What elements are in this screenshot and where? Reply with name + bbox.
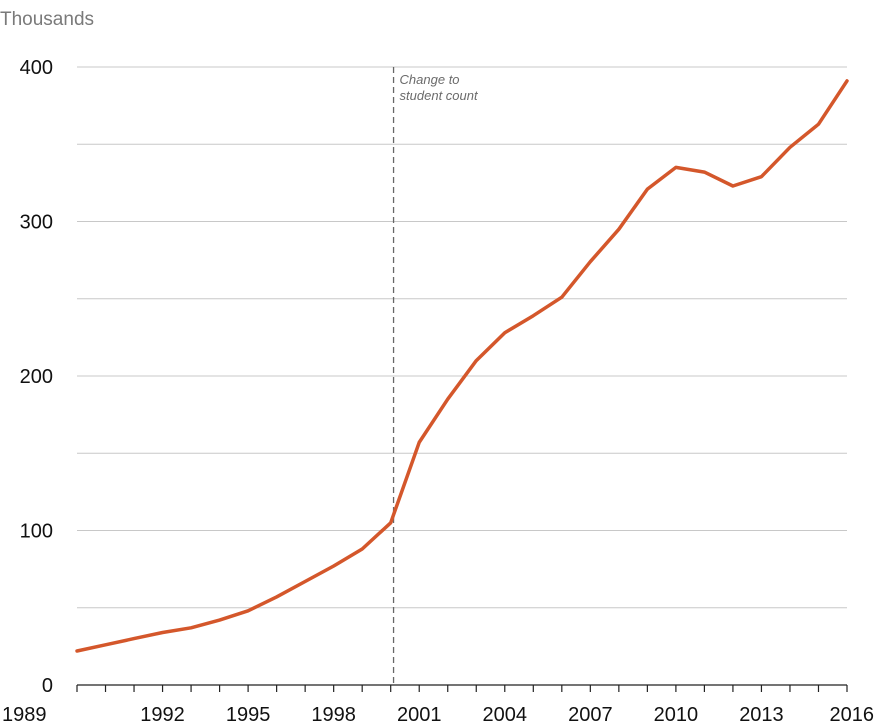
x-tick-label: 2016	[830, 704, 875, 726]
y-tick-label: 100	[20, 521, 53, 543]
x-tick-label: 2010	[654, 704, 699, 726]
y-tick-label: 200	[20, 366, 53, 388]
annotation-label: student count	[400, 88, 479, 103]
x-axis	[76, 684, 848, 692]
y-tick-label: 0	[42, 675, 53, 697]
x-tick-label: 2007	[568, 704, 613, 726]
x-tick-label: 1998	[311, 704, 356, 726]
y-axis-labels: 0 100 200 300 400	[20, 57, 53, 697]
gridlines	[77, 66, 847, 609]
series-layer	[75, 79, 849, 653]
x-tick-label: 2001	[397, 704, 442, 726]
x-tick-label: 1989	[2, 704, 47, 726]
y-unit-label: Thousands	[0, 9, 94, 30]
annotation-label: Change to	[400, 72, 460, 87]
x-tick-label: 1992	[140, 704, 185, 726]
series-line	[75, 79, 849, 653]
x-tick-label: 1995	[226, 704, 271, 726]
x-axis-labels: 1989 1992 1995 1998 2001 2004 2007 2010 2013 2016	[2, 704, 874, 726]
y-tick-label: 400	[20, 57, 53, 79]
y-tick-label: 300	[20, 212, 53, 234]
x-tick-label: 2004	[483, 704, 528, 726]
x-tick-label: 2013	[739, 704, 784, 726]
